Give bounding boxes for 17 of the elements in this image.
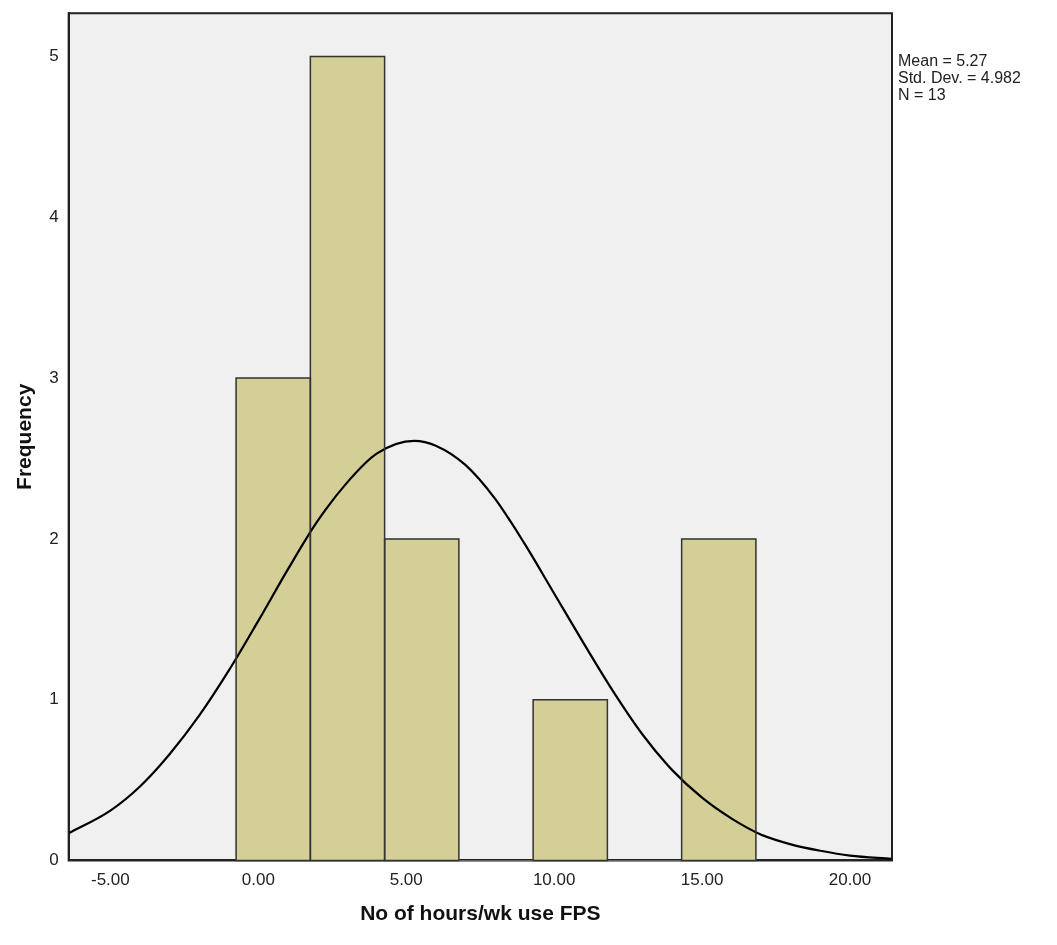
x-tick-label: 20.00	[828, 870, 872, 890]
y-tick-label: 5	[49, 46, 59, 66]
x-tick-label: 15.00	[680, 870, 724, 890]
y-axis-title: Frequency	[12, 383, 36, 490]
y-tick-label: 3	[49, 367, 59, 387]
text: Std. Dev. = 4.982	[898, 68, 1021, 86]
y-tick-label: 4	[49, 207, 59, 227]
text: Mean = 5.27	[898, 51, 988, 69]
x-tick-label: 5.00	[389, 870, 423, 890]
x-axis-title: No of hours/wk use FPS	[360, 901, 601, 925]
text: N = 13	[898, 85, 946, 103]
y-tick-label: 1	[49, 689, 59, 709]
x-tick-label: 10.00	[532, 870, 576, 890]
y-tick-label: 0	[49, 850, 59, 870]
x-tick-label: -5.00	[90, 870, 130, 890]
x-tick-label: 0.00	[241, 870, 275, 890]
y-tick-label: 2	[49, 528, 59, 548]
